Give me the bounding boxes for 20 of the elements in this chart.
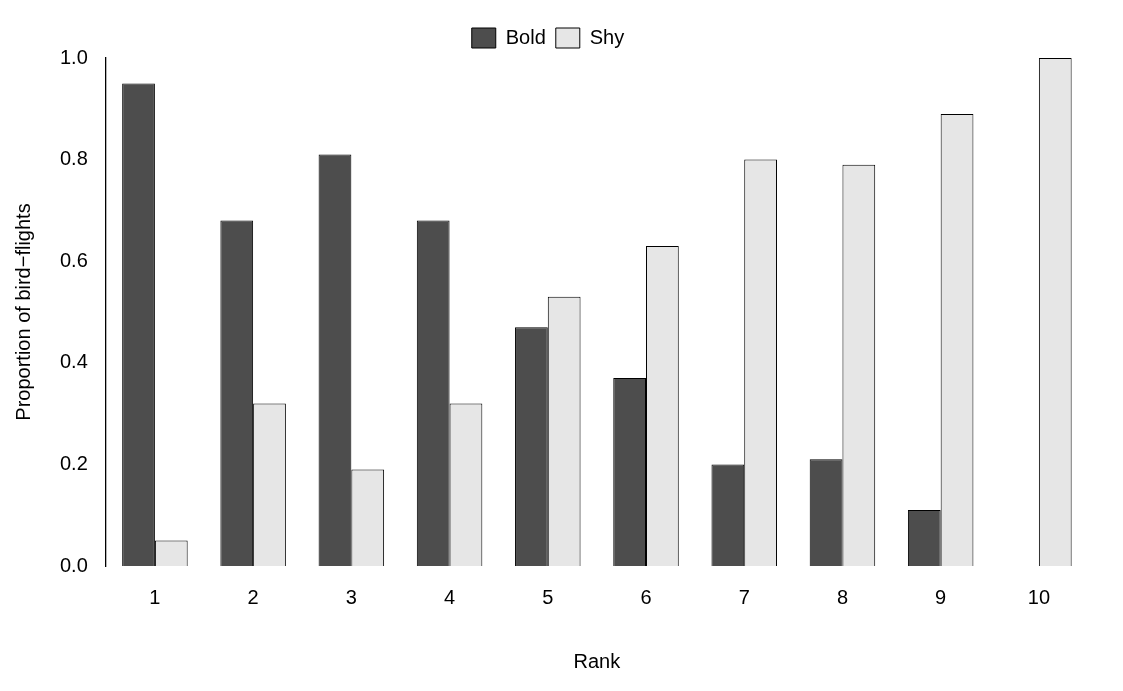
x-tick-label: 5: [542, 585, 554, 608]
x-tick-label: 7: [738, 585, 750, 608]
x-tick-label: 4: [444, 585, 456, 608]
legend-label: Shy: [589, 25, 625, 48]
x-tick-label: 1: [149, 585, 161, 608]
x-tick-label: 6: [640, 585, 652, 608]
y-tick-label: 0.2: [59, 451, 88, 474]
x-axis-title: Rank: [573, 649, 622, 672]
y-tick-label: 1.0: [59, 45, 88, 68]
x-tick-label: 3: [345, 585, 357, 608]
x-tick-label: 2: [247, 585, 259, 608]
y-tick-label: 0.6: [59, 248, 88, 271]
y-tick-label: 0.8: [59, 147, 88, 170]
y-axis-title: Proportion of bird−flights: [11, 203, 34, 421]
legend-label: Bold: [505, 25, 546, 48]
x-tick-label: 9: [935, 585, 947, 608]
x-tick-label: 10: [1027, 585, 1051, 608]
y-tick-label: 0.0: [59, 553, 88, 576]
x-tick-label: 8: [836, 585, 849, 608]
y-tick-label: 0.4: [59, 350, 88, 373]
